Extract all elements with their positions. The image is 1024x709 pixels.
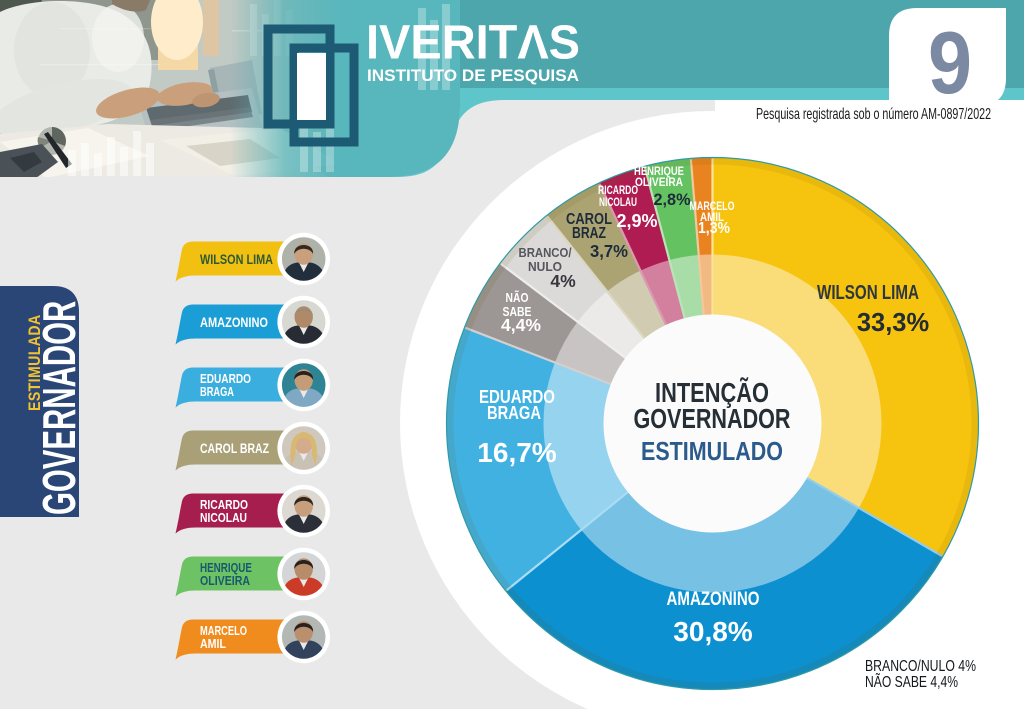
svg-text:NÃO SABE 4,4%: NÃO SABE 4,4% xyxy=(865,671,958,691)
svg-text:3,7%: 3,7% xyxy=(590,241,628,261)
svg-text:4%: 4% xyxy=(550,271,576,291)
svg-text:4,4%: 4,4% xyxy=(501,315,541,335)
svg-text:OLIVEIRA: OLIVEIRA xyxy=(635,177,683,189)
svg-text:Pesquisa registrada sob o núme: Pesquisa registrada sob o número AM-0897… xyxy=(756,106,991,123)
svg-text:BRAZ: BRAZ xyxy=(572,225,606,242)
svg-text:OLIVEIRA: OLIVEIRA xyxy=(200,573,250,588)
svg-text:NICOLAU: NICOLAU xyxy=(599,195,637,209)
svg-text:2,8%: 2,8% xyxy=(654,190,691,209)
svg-text:AMAZONINO: AMAZONINO xyxy=(667,589,760,610)
svg-text:RICARDO: RICARDO xyxy=(598,183,638,197)
svg-text:NÃO: NÃO xyxy=(506,290,529,305)
svg-text:EDUARDO: EDUARDO xyxy=(200,371,251,386)
svg-text:BRANCO/NULO 4%: BRANCO/NULO 4% xyxy=(865,658,976,675)
svg-text:RICARDO: RICARDO xyxy=(200,497,248,512)
svg-text:1,3%: 1,3% xyxy=(698,220,730,237)
svg-text:33,3%: 33,3% xyxy=(857,309,929,337)
svg-text:INTENÇÃO: INTENÇÃO xyxy=(655,377,769,408)
svg-text:INSTITUTO DE PESQUISA: INSTITUTO DE PESQUISA xyxy=(367,67,579,85)
svg-text:MARCELO: MARCELO xyxy=(200,623,247,638)
svg-text:HENRIQUE: HENRIQUE xyxy=(634,166,684,178)
svg-text:30,8%: 30,8% xyxy=(673,616,752,647)
svg-text:ESTIMULADO: ESTIMULADO xyxy=(641,436,783,466)
svg-text:AMIL: AMIL xyxy=(200,636,226,651)
svg-text:HENRIQUE: HENRIQUE xyxy=(200,560,252,575)
svg-text:WILSON LIMA: WILSON LIMA xyxy=(817,282,919,304)
svg-text:CAROL: CAROL xyxy=(566,211,612,228)
svg-text:AMIL: AMIL xyxy=(700,212,724,224)
svg-text:GOVERNADOR: GOVERNADOR xyxy=(634,403,791,434)
svg-text:NULO: NULO xyxy=(528,259,562,274)
svg-text:IVERITΛS: IVERITΛS xyxy=(366,17,580,70)
svg-text:ESTIMULADA: ESTIMULADA xyxy=(26,314,44,411)
svg-text:BRANCO/: BRANCO/ xyxy=(519,245,572,260)
svg-text:2,9%: 2,9% xyxy=(617,210,658,231)
svg-text:EDUARDO: EDUARDO xyxy=(479,387,555,407)
svg-text:16,7%: 16,7% xyxy=(477,437,556,468)
svg-text:BRAGA: BRAGA xyxy=(200,384,234,399)
svg-text:MARCELO: MARCELO xyxy=(690,201,735,213)
svg-text:AMAZONINO: AMAZONINO xyxy=(200,315,268,330)
svg-text:BRAGA: BRAGA xyxy=(487,403,541,423)
svg-text:SABE: SABE xyxy=(503,304,532,319)
svg-text:GOVERNADOR: GOVERNADOR xyxy=(35,301,86,515)
svg-text:NICOLAU: NICOLAU xyxy=(200,510,247,525)
svg-text:WILSON LIMA: WILSON LIMA xyxy=(200,251,273,267)
svg-text:CAROL BRAZ: CAROL BRAZ xyxy=(200,441,269,456)
svg-text:9: 9 xyxy=(928,13,972,112)
